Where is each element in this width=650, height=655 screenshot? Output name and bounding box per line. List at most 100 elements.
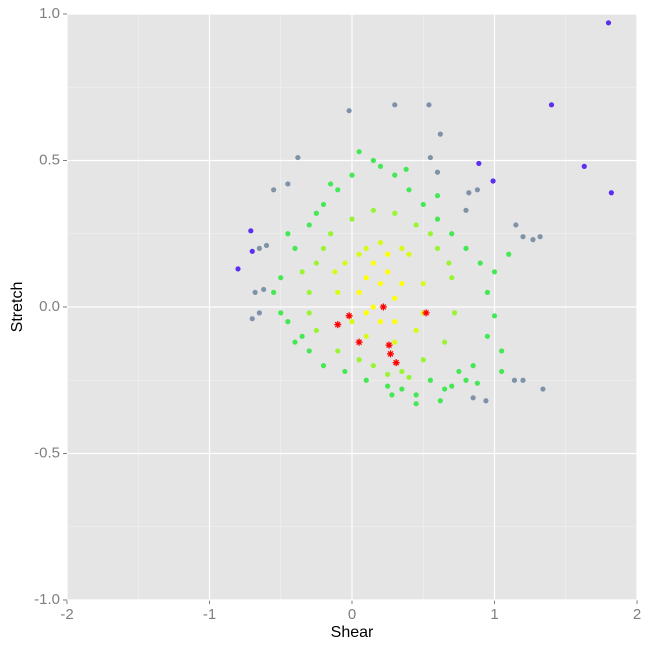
point [413, 327, 419, 334]
point [581, 163, 587, 169]
point [377, 319, 384, 325]
point [437, 398, 443, 404]
x-tick-label: -1 [203, 606, 216, 623]
point [248, 228, 254, 234]
point [385, 251, 391, 257]
point [511, 377, 518, 383]
point [466, 190, 472, 196]
point [449, 383, 455, 389]
point [420, 357, 426, 363]
point [342, 260, 348, 266]
highlight-point [379, 303, 387, 311]
point [420, 280, 426, 287]
point [392, 210, 398, 216]
point [335, 348, 341, 354]
point [434, 245, 441, 251]
point [285, 181, 291, 187]
y-tick-label: -1.0 [34, 591, 60, 608]
point [406, 251, 412, 257]
point [271, 187, 277, 193]
point [235, 266, 241, 272]
highlight-point [334, 321, 342, 329]
point [295, 154, 301, 161]
point [548, 102, 555, 108]
point [406, 187, 412, 193]
point [313, 210, 319, 216]
point [463, 245, 469, 251]
point [249, 248, 255, 254]
point [335, 289, 341, 295]
point [249, 316, 255, 322]
point [446, 260, 452, 266]
point [413, 392, 419, 398]
highlight-point [392, 359, 400, 367]
point [320, 245, 327, 251]
point [608, 190, 614, 196]
point [306, 289, 312, 295]
point [306, 222, 312, 228]
point [306, 310, 312, 316]
point [470, 395, 476, 401]
point [252, 289, 258, 295]
point [474, 380, 480, 386]
point [261, 286, 267, 293]
point [292, 339, 298, 345]
point [342, 368, 348, 375]
point [442, 386, 448, 392]
point [399, 245, 405, 251]
point [299, 269, 305, 275]
point [484, 289, 490, 295]
point [278, 310, 284, 316]
point [320, 363, 327, 369]
point [335, 187, 341, 193]
point [437, 131, 443, 137]
point [306, 348, 312, 354]
point [356, 357, 362, 363]
point [434, 193, 441, 199]
point [370, 363, 376, 369]
point [506, 251, 512, 257]
point [463, 377, 469, 383]
y-tick-label: -0.5 [34, 444, 60, 461]
point [530, 237, 536, 243]
point [389, 392, 395, 398]
point [420, 201, 426, 208]
point [349, 319, 355, 325]
point [328, 181, 334, 187]
point [256, 310, 262, 316]
point [449, 275, 455, 281]
x-axis-label: Shear [331, 624, 374, 641]
point [313, 260, 319, 266]
point [299, 333, 305, 339]
point [271, 289, 277, 295]
x-tick-label: -2 [60, 606, 73, 623]
point [499, 348, 505, 354]
point [427, 154, 433, 161]
point [363, 377, 369, 383]
point [456, 368, 462, 375]
point [406, 374, 412, 380]
point [320, 201, 327, 208]
point [399, 280, 405, 287]
highlight-point [345, 312, 353, 320]
y-axis-label: Stretch [9, 282, 26, 333]
point [470, 363, 476, 369]
point [491, 313, 498, 319]
point [491, 269, 498, 275]
point [370, 157, 376, 164]
point [370, 207, 376, 213]
x-tick-label: 1 [490, 606, 498, 623]
highlight-point [355, 338, 363, 346]
point [442, 339, 448, 345]
point [520, 234, 526, 240]
point [392, 172, 398, 178]
point [392, 339, 398, 345]
point [385, 371, 391, 377]
y-tick-label: 0.5 [39, 151, 60, 168]
point [392, 295, 398, 301]
point [403, 166, 409, 172]
point [377, 239, 384, 246]
point [483, 398, 489, 404]
y-tick-label: 0.0 [39, 298, 60, 315]
